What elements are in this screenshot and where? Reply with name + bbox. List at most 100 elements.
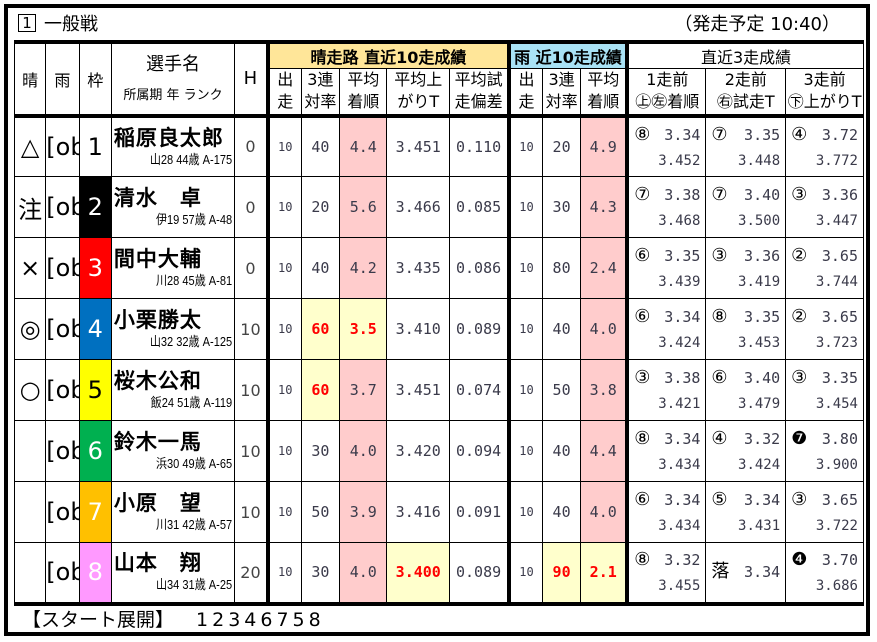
rider-name[interactable]: 山本 翔 [113, 551, 202, 576]
rider-cell[interactable]: 小栗勝太山32 32歳 A-125 [110, 298, 236, 360]
finish-mark: ⑥ [711, 367, 728, 388]
rain-prediction: [object Object] [45, 115, 80, 177]
sun-avg-finish: 4.2 [339, 237, 388, 299]
trial-time: 3.34 [744, 563, 781, 582]
rider-cell[interactable]: 鈴木一馬 浜30 49歳 A-65 [110, 420, 236, 482]
agari-time: 3.434 [658, 518, 701, 534]
sun-avg-trial: 0.089 [449, 298, 510, 360]
rain-avg-finish: 2.4 [580, 237, 628, 299]
rain-prediction: [object Object] [45, 176, 80, 238]
rider-info: 山34 31歳 A-25 [155, 577, 233, 593]
finish-mark: ❼ [791, 428, 808, 449]
finish-mark: ⑥ [634, 245, 651, 266]
sun-avg-finish: 3.9 [339, 481, 388, 543]
finish-mark: ⑦ [711, 123, 728, 145]
trial-time: 3.35 [744, 125, 781, 144]
sunny-prediction [13, 481, 47, 543]
rain-starts: 10 [507, 481, 543, 543]
finish-mark: ⑧ [711, 306, 728, 327]
agari-time: 3.448 [738, 152, 781, 169]
recent-result-3: ❹ 3.70 3.686 [785, 542, 864, 604]
rain-starts: 10 [507, 420, 543, 482]
sun-avg-trial: 0.110 [449, 115, 510, 177]
rider-name[interactable]: 清水 卓 [113, 186, 202, 210]
rain-top3: 40 [541, 420, 582, 482]
finish-mark: ③ [791, 184, 808, 205]
rider-cell[interactable]: 稲原良太郎 山28 44歳 A-175 [110, 115, 236, 177]
sun-avg-agari: 3.435 [386, 237, 451, 299]
finish-mark: ③ [791, 367, 808, 388]
trial-time: 3.32 [664, 551, 701, 570]
agari-time: 3.447 [815, 213, 858, 229]
recent-result-2: ④ 3.32 3.424 [705, 420, 787, 482]
rain-prediction: [object Object] [45, 481, 80, 543]
rider-info: 飯24 51歳 A-119 [150, 395, 233, 410]
finish-mark: ② [791, 306, 808, 327]
header-sun-avg-agari-line2: がりT [397, 92, 440, 112]
start-time: （発走予定 10:40） [674, 14, 840, 35]
finish-mark: ❹ [791, 549, 808, 571]
race-number: 1 [18, 14, 36, 32]
agari-time: 3.686 [815, 578, 858, 595]
trial-time: 3.38 [664, 186, 701, 204]
agari-time: 3.452 [658, 152, 701, 169]
rider-name[interactable]: 小栗勝太 [113, 308, 202, 332]
frame-number: 7 [78, 481, 112, 543]
rider-info: 山32 32歳 A-125 [149, 334, 233, 349]
rider-cell[interactable]: 間中大輔 川28 45歳 A-81 [110, 237, 236, 299]
sunny-prediction: ◎ [13, 298, 47, 360]
sun-avg-finish: 3.7 [339, 359, 388, 421]
handicap: 10 [234, 481, 269, 543]
sun-top3: 30 [300, 420, 341, 482]
rain-prediction: [object Object] [45, 359, 80, 421]
header-name: 選手名 所属期 年 ランク [110, 41, 236, 116]
rider-cell[interactable]: 山本 翔山34 31歳 A-25 [110, 542, 236, 604]
trial-time: 3.38 [664, 369, 701, 387]
rider-cell[interactable]: 小原 望川31 42歳 A-57 [110, 481, 236, 543]
agari-time: 3.772 [815, 152, 858, 169]
trial-time: 3.80 [821, 430, 858, 448]
start-formation: 【スタート展開】 12346758 [22, 606, 325, 634]
rider-cell[interactable]: 桜木公和飯24 51歳 A-119 [110, 359, 236, 421]
rider-name[interactable]: 稲原良太郎 [113, 125, 224, 150]
rider-name[interactable]: 小原 望 [113, 491, 202, 515]
rain-avg-finish: 4.0 [580, 481, 628, 543]
recent-result-2: ⑥ 3.40 3.479 [705, 359, 787, 421]
trial-time: 3.40 [744, 186, 781, 204]
rider-cell[interactable]: 清水 卓伊19 57歳 A-48 [110, 176, 236, 238]
rider-name[interactable]: 間中大輔 [113, 247, 202, 271]
header-name-main: 選手名 [145, 53, 200, 75]
rain-avg-finish: 4.4 [580, 420, 628, 482]
entry-table: 晴 雨 枠 選手名 所属期 年 ランク H 晴走路 直近10走成績 雨 近10走成… [13, 40, 865, 606]
rider-name[interactable]: 鈴木一馬 [113, 430, 202, 454]
header-recent-sub: ㊤㊧着順 [635, 92, 700, 112]
rain-top3: 40 [541, 481, 582, 543]
agari-time: 3.723 [815, 335, 858, 351]
header-sunny: 晴 [13, 41, 47, 116]
header-sun-avg-trial: 平均試 走偏差 [449, 68, 510, 116]
agari-time: 3.424 [738, 457, 781, 473]
trial-time: 3.34 [744, 491, 781, 509]
rain-prediction: [object Object] [45, 420, 80, 482]
recent-result-3: ③ 3.36 3.447 [785, 176, 864, 238]
rider-name[interactable]: 桜木公和 [113, 369, 202, 393]
sun-avg-agari: 3.451 [386, 115, 451, 177]
header-sun-starts-line1: 出 [277, 70, 294, 90]
handicap: 10 [234, 359, 269, 421]
sun-top3: 60 [300, 359, 341, 421]
header-recent-label: 1走前 [646, 70, 689, 90]
rain-avg-finish: 2.1 [580, 542, 628, 604]
sun-avg-trial: 0.086 [449, 237, 510, 299]
rain-starts: 10 [507, 542, 543, 604]
sun-avg-agari: 3.400 [386, 542, 451, 604]
rain-top3: 80 [541, 237, 582, 299]
sun-starts: 10 [265, 115, 302, 177]
header-sun-avg-trial-line1: 平均試 [454, 70, 503, 90]
header-recent-sub: ㊦上がりT [787, 92, 862, 112]
agari-time: 3.439 [658, 274, 701, 290]
sun-top3: 60 [300, 298, 341, 360]
